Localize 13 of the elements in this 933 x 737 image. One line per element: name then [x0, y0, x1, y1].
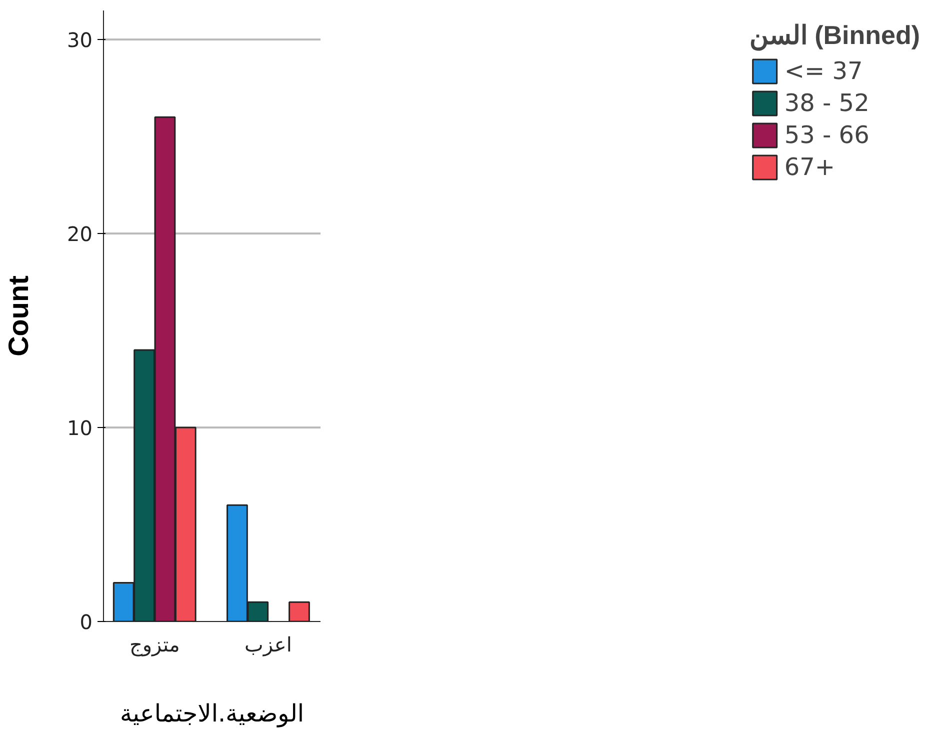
legend-label: 67+: [784, 153, 835, 181]
y-tick-label: 10: [67, 416, 93, 440]
y-axis-title: Count: [3, 276, 34, 356]
x-tick-label: اعزب: [244, 632, 292, 656]
x-axis-title: الوضعية.الاجتماعية: [120, 700, 304, 728]
y-tick-label: 0: [80, 610, 93, 634]
x-tick-label: متزوج: [129, 632, 180, 656]
y-tick-label: 30: [67, 28, 93, 52]
legend-label: <= 37: [784, 57, 863, 85]
legend-label: 38 - 52: [784, 89, 870, 117]
y-tick-label: 20: [67, 222, 93, 246]
legend-label: 53 - 66: [784, 121, 870, 149]
legend-title: السن (Binned): [749, 20, 920, 51]
